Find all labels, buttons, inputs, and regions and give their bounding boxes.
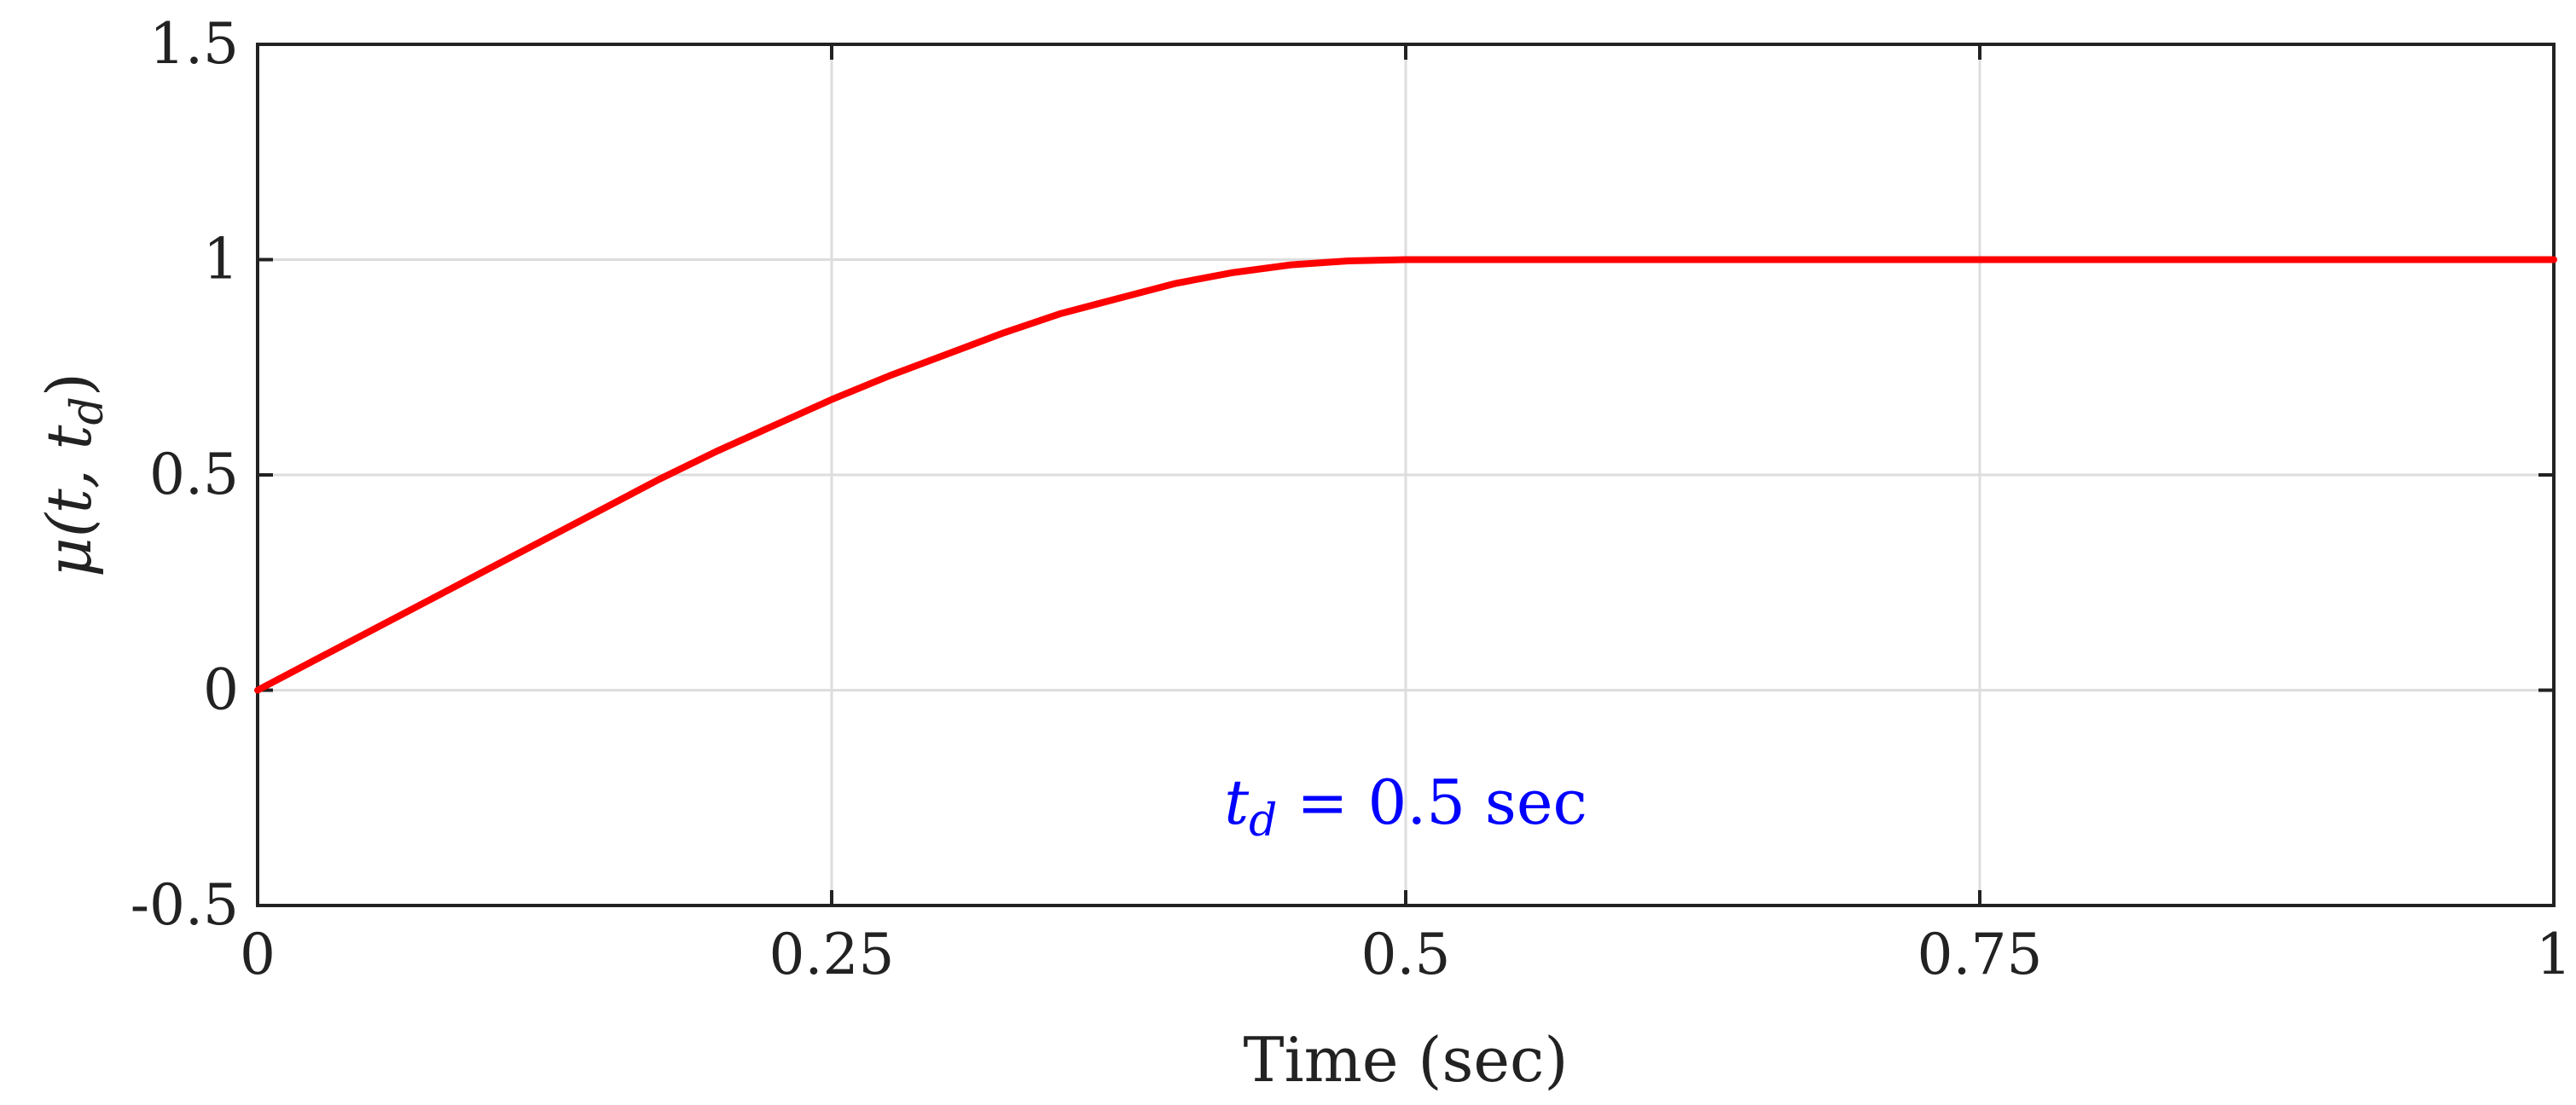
y-tick-label: 0: [203, 657, 239, 723]
y-axis-label-prefix: μ(t, t: [33, 424, 105, 577]
x-tick-label: 1: [2536, 922, 2572, 987]
y-axis-label-sub: d: [62, 396, 113, 425]
y-tick-label: -0.5: [131, 872, 239, 938]
y-tick-label: 1.5: [149, 11, 239, 77]
tick-labels: 0 0.25 0.5 0.75 1-0.500.511.5: [131, 11, 2572, 987]
annotation-sub: d: [1249, 795, 1277, 847]
y-tick-label: 1: [203, 227, 239, 292]
x-axis-label: Time (sec): [1244, 1024, 1569, 1096]
x-tick-label: 0.75: [1917, 922, 2043, 987]
x-tick-label: 0.25: [769, 922, 895, 987]
series-line-mu: [254, 256, 2557, 694]
x-tick-label: 0: [240, 922, 276, 987]
annotation-td: td = 0.5 sec: [1224, 767, 1587, 847]
y-tick-label: 0.5: [149, 442, 239, 507]
annotation-var: t: [1224, 767, 1250, 838]
y-axis-label: μ(t, td): [33, 373, 113, 577]
x-tick-label: 0.5: [1361, 922, 1451, 987]
annotation-rest: = 0.5 sec: [1277, 767, 1587, 838]
y-axis-label-suffix: ): [33, 373, 105, 396]
